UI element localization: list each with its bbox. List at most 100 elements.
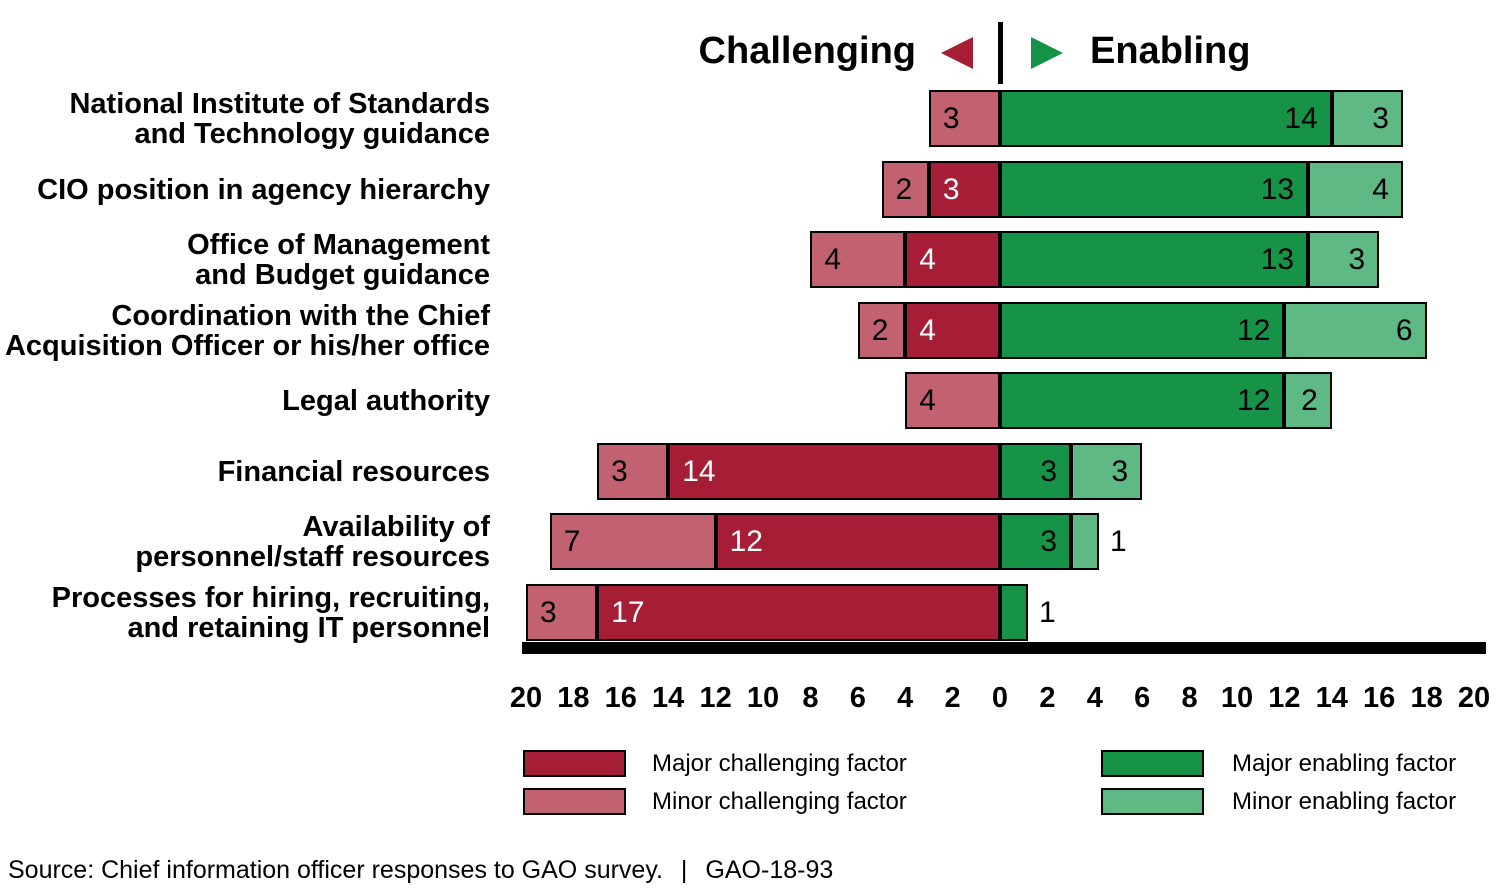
title-divider xyxy=(998,22,1003,84)
bar-segment-minor-challenging: 7 xyxy=(549,513,716,570)
bar-segment-major-challenging: 17 xyxy=(597,584,1000,641)
category-label: Office of Management and Budget guidance xyxy=(0,230,490,290)
axis-tick-label: 6 xyxy=(849,682,866,714)
bar-segment-major-challenging: 3 xyxy=(928,161,1000,218)
source-separator: | xyxy=(680,856,688,884)
category-label-line: Processes for hiring, recruiting, xyxy=(51,582,490,614)
bar-value-label: 2 xyxy=(871,313,889,347)
bar-value-label: 7 xyxy=(563,524,581,558)
bar-value-label: 3 xyxy=(540,595,557,629)
bar-value-label: 4 xyxy=(1372,172,1389,206)
legend-label: Minor enabling factor xyxy=(1232,788,1457,815)
challenging-arrow-icon xyxy=(941,37,973,69)
bar-value-label: 4 xyxy=(919,242,936,276)
axis-tick-label: 18 xyxy=(1410,682,1443,714)
category-label-line: Financial resources xyxy=(217,456,490,488)
category-label: Financial resources xyxy=(0,457,490,487)
bar-value-label: 13 xyxy=(1260,242,1295,276)
bar-segment-minor-enabling: 3 xyxy=(1071,443,1143,500)
axis-tick-label: 2 xyxy=(1039,682,1056,714)
source-text: Source: Chief information officer respon… xyxy=(8,856,663,884)
category-label: CIO position in agency hierarchy xyxy=(0,175,490,205)
axis-tick-label: 8 xyxy=(1181,682,1198,714)
bar-segment-minor-challenging: 3 xyxy=(526,584,598,641)
axis-tick-label: 20 xyxy=(509,682,543,714)
axis-tick-label: 16 xyxy=(604,682,637,714)
category-label: Coordination with the Chief Acquisition O… xyxy=(0,301,490,361)
bar-segment-minor-challenging: 4 xyxy=(905,372,1000,429)
bar-value-label: 17 xyxy=(611,595,645,629)
x-axis-line xyxy=(522,642,1486,654)
bar-segment-minor-challenging: 3 xyxy=(928,90,1000,147)
bar-value-label-outside: 1 xyxy=(1039,596,1056,629)
axis-tick-label: 6 xyxy=(1134,682,1151,714)
enabling-arrow-icon xyxy=(1031,37,1063,69)
bar-segment-minor-enabling: 3 xyxy=(1331,90,1403,147)
category-label-line: and retaining IT personnel xyxy=(127,612,490,644)
bar-segment-major-enabling: 13 xyxy=(1000,231,1309,288)
bar-segment-major-challenging: 12 xyxy=(715,513,1000,570)
bar-value-label-outside: 1 xyxy=(1110,525,1127,558)
bar-segment-major-enabling: 12 xyxy=(1000,372,1285,429)
bar-value-label: 12 xyxy=(729,524,763,558)
legend-swatch-minor-challenging xyxy=(523,788,626,815)
bar-value-label: 3 xyxy=(942,101,960,135)
report-number: GAO-18-93 xyxy=(705,856,834,884)
axis-tick-label: 10 xyxy=(746,682,780,714)
bar-value-label: 12 xyxy=(1237,383,1271,417)
title-challenging-label: Challenging xyxy=(698,30,916,72)
bar-value-label: 14 xyxy=(682,454,716,488)
axis-tick-label: 4 xyxy=(897,682,914,714)
bar-segment-major-enabling: 3 xyxy=(1000,513,1072,570)
category-label-line: Acquisition Officer or his/her office xyxy=(4,330,490,362)
bar-value-label: 3 xyxy=(1372,101,1389,135)
bar-value-label: 4 xyxy=(919,383,936,417)
bar-segment-major-enabling xyxy=(1000,584,1028,641)
category-label-line: National Institute of Standards xyxy=(69,88,490,120)
legend-swatch-minor-enabling xyxy=(1101,788,1204,815)
bar-value-label: 3 xyxy=(1348,242,1366,276)
bar-value-label: 3 xyxy=(1040,524,1058,558)
category-label-line: Coordination with the Chief xyxy=(111,300,490,332)
bar-segment-minor-challenging: 4 xyxy=(810,231,906,288)
axis-tick-label: 12 xyxy=(699,682,732,714)
axis-tick-label: 0 xyxy=(991,682,1009,714)
bar-segment-minor-enabling: 6 xyxy=(1284,302,1427,359)
bar-value-label: 12 xyxy=(1237,313,1271,347)
category-label-line: CIO position in agency hierarchy xyxy=(37,174,490,206)
axis-tick-label: 14 xyxy=(1315,682,1348,714)
category-label: National Institute of Standards and Techn… xyxy=(0,89,490,149)
bar-segment-minor-enabling: 4 xyxy=(1308,161,1403,218)
bar-segment-major-enabling: 12 xyxy=(1000,302,1285,359)
bar-segment-minor-challenging: 2 xyxy=(881,161,929,218)
bar-value-label: 13 xyxy=(1260,172,1295,206)
bar-value-label: 2 xyxy=(895,172,913,206)
bar-segment-major-enabling: 3 xyxy=(1000,443,1072,500)
bar-segment-minor-challenging: 2 xyxy=(857,302,906,359)
legend-label: Major challenging factor xyxy=(652,750,907,777)
bar-segment-minor-enabling xyxy=(1071,513,1100,570)
axis-tick-label: 18 xyxy=(557,682,590,714)
bar-value-label: 3 xyxy=(1111,454,1129,488)
category-label: Availability of personnel/staff resources xyxy=(0,512,490,572)
legend-label: Minor challenging factor xyxy=(652,788,907,815)
bar-segment-major-enabling: 14 xyxy=(1000,90,1332,147)
bar-segment-major-enabling: 13 xyxy=(1000,161,1309,218)
source-note: Source: Chief information officer respon… xyxy=(8,856,833,885)
bar-segment-major-challenging: 4 xyxy=(905,302,1000,359)
bar-segment-minor-enabling: 3 xyxy=(1308,231,1380,288)
bar-segment-major-challenging: 14 xyxy=(668,443,1000,500)
bar-segment-major-challenging: 4 xyxy=(905,231,1000,288)
bar-value-label: 3 xyxy=(1040,454,1058,488)
category-label-line: and Technology guidance xyxy=(134,118,490,150)
category-label-line: Legal authority xyxy=(282,385,490,417)
bar-value-label: 4 xyxy=(824,242,842,276)
legend-swatch-major-challenging xyxy=(523,750,626,777)
bar-value-label: 2 xyxy=(1301,383,1318,417)
axis-tick-label: 2 xyxy=(944,682,961,714)
axis-tick-label: 14 xyxy=(652,682,685,714)
axis-tick-label: 8 xyxy=(802,682,819,714)
bar-value-label: 3 xyxy=(942,172,960,206)
bar-value-label: 3 xyxy=(611,454,628,488)
